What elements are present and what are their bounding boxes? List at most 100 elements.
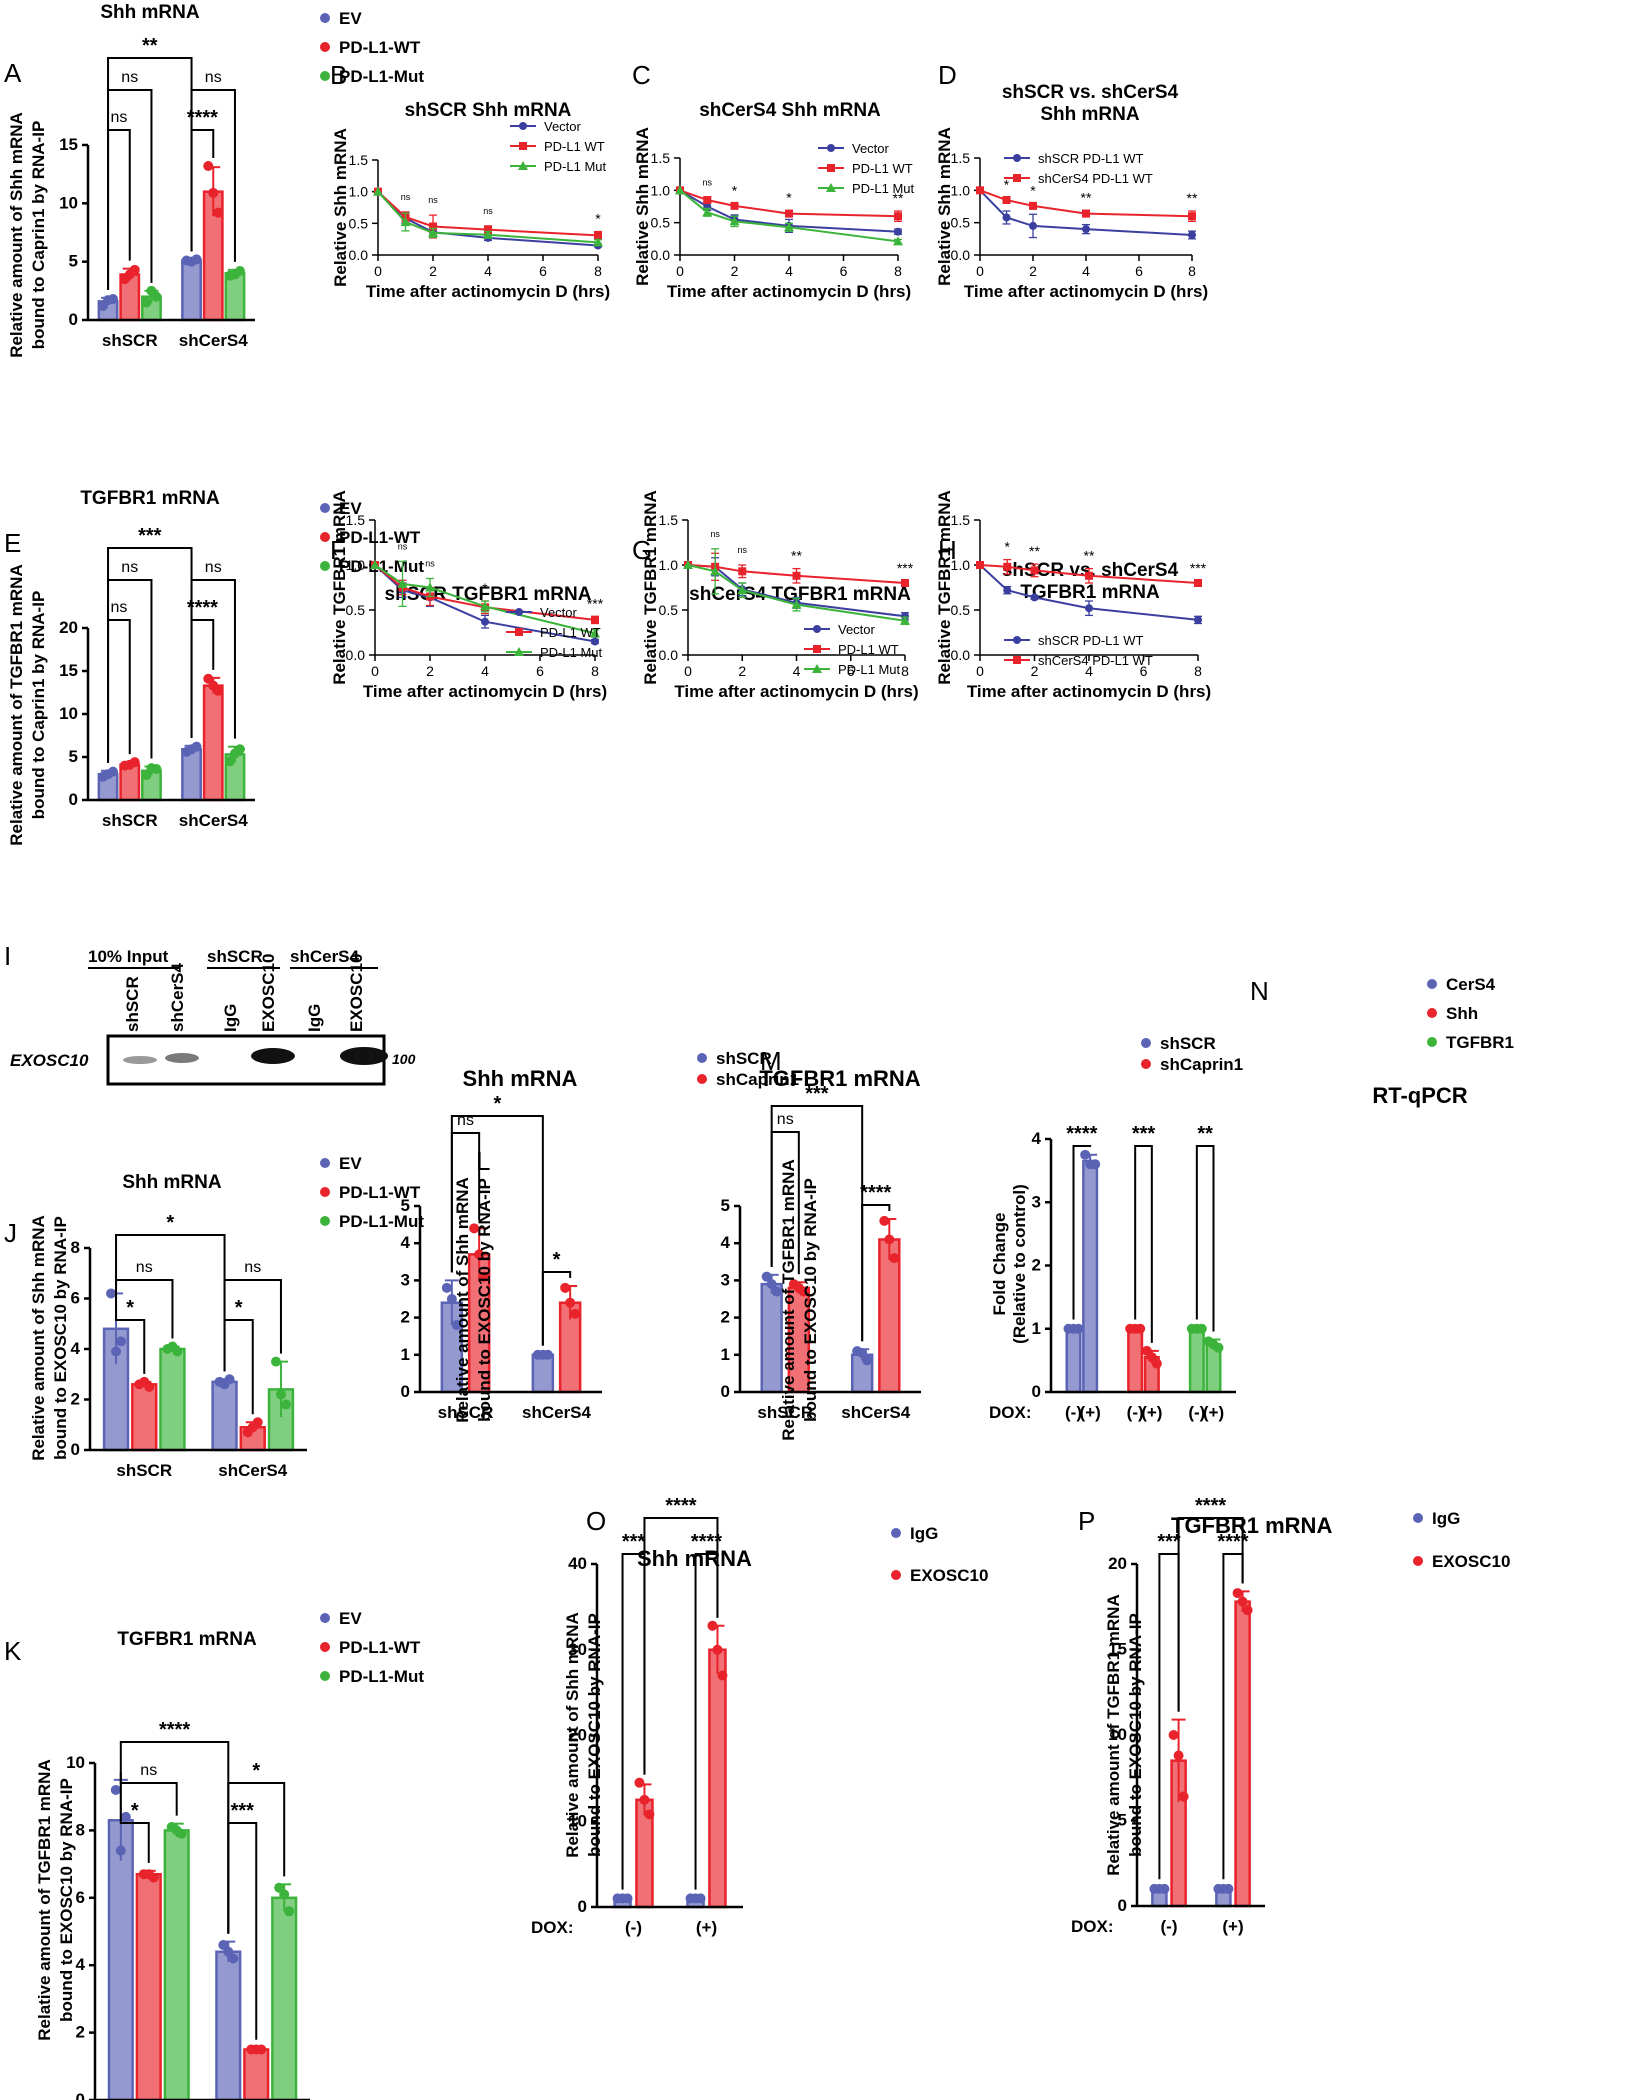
x-tick-label: 0 <box>976 263 984 279</box>
blot-group-label: shSCR <box>207 947 263 966</box>
bar <box>181 259 202 322</box>
data-point <box>1146 1352 1157 1363</box>
blot-band <box>251 1048 295 1064</box>
significance-label: ns <box>140 1762 157 1779</box>
legend-marker <box>812 664 822 673</box>
axis-prefix-label: DOX: <box>1071 1917 1114 1936</box>
data-point <box>270 1356 281 1367</box>
significance-label: **** <box>1217 1531 1248 1553</box>
legend-marker <box>320 71 330 81</box>
significance-label: ns <box>121 69 138 86</box>
chart-panel-O: O Shh mRNA 0 10 20 30 40 (-) (+) DOX: Relative amo… <box>531 1495 988 1937</box>
legend-marker <box>320 13 330 23</box>
panel-letter: N <box>1250 976 1269 1006</box>
y-axis-label: Relative Shh mRNA <box>633 127 652 286</box>
data-point <box>1085 1159 1096 1170</box>
significance-label: * <box>732 182 738 198</box>
legend-marker <box>826 183 836 192</box>
legend-marker <box>514 647 524 656</box>
y-tick-label: 1.5 <box>659 512 679 528</box>
y-tick-label: 30 <box>568 1640 587 1659</box>
data-point <box>1208 1339 1219 1350</box>
legend-label: shCaprin1 <box>1160 1055 1243 1074</box>
y-tick-label: 1.0 <box>951 182 971 198</box>
y-tick-label: 4 <box>71 1339 81 1358</box>
data-point <box>280 1399 291 1410</box>
blot-mw-label: 100 <box>392 1051 416 1067</box>
y-axis-label: Relative Shh mRNA <box>935 127 954 286</box>
data-point <box>474 1249 485 1260</box>
y-tick-label: 10 <box>59 193 78 212</box>
x-tick-label: (-) <box>1127 1403 1144 1422</box>
y-axis-label: Relative TGFBR1 mRNA <box>641 490 660 685</box>
x-tick-label: 8 <box>1194 663 1202 679</box>
data-point <box>785 209 793 218</box>
significance-label: * <box>1030 182 1036 198</box>
panel-letter: H <box>938 535 957 565</box>
significance-label: **** <box>1195 1495 1226 1517</box>
y-tick-label: 0 <box>578 1897 587 1916</box>
data-point <box>617 1893 628 1904</box>
y-tick-label: 2 <box>71 1390 80 1409</box>
data-point <box>894 227 902 236</box>
data-point <box>1029 221 1037 230</box>
x-axis-label: Time after actinomycin D (hrs) <box>964 282 1208 301</box>
legend-label: EV <box>339 1154 362 1173</box>
chart-title: RT-qPCR <box>1372 1083 1467 1108</box>
significance-label: * <box>595 211 601 227</box>
data-point <box>116 1336 127 1347</box>
y-tick-label: 0.5 <box>951 602 971 618</box>
data-point <box>103 769 114 780</box>
data-point <box>141 297 152 308</box>
x-tick-label: 0 <box>374 263 382 279</box>
x-tick-label: 8 <box>594 263 602 279</box>
data-point <box>223 1946 234 1957</box>
y-tick-label: 5 <box>1118 1811 1127 1830</box>
data-point <box>247 1422 258 1433</box>
data-point <box>976 186 984 195</box>
legend-label: EV <box>339 1609 362 1628</box>
y-tick-label: 0.5 <box>951 215 971 231</box>
data-point <box>784 222 794 232</box>
legend-label: shCerS4 PD-L1 WT <box>1038 653 1153 668</box>
blot-group-label: shCerS4 <box>290 947 360 966</box>
data-point <box>203 161 214 171</box>
x-tick-label: (-) <box>1188 1403 1205 1422</box>
data-point <box>703 196 712 205</box>
data-point <box>275 1389 286 1400</box>
significance-label: * <box>166 1212 174 1234</box>
data-point <box>1085 571 1093 580</box>
y-tick-label: 3 <box>1032 1192 1041 1211</box>
data-point <box>683 560 693 569</box>
legend-marker <box>891 1570 901 1580</box>
legend-label: PD-L1-Mut <box>339 1212 424 1231</box>
bar <box>1065 1327 1082 1394</box>
data-point <box>1003 562 1012 571</box>
y-tick-label: 4 <box>721 1233 731 1252</box>
y-axis-label: Relative amount of TGFBR1 mRNA <box>35 1759 54 2040</box>
significance-label: *** <box>1157 1531 1181 1553</box>
y-axis-label: Relative amount of Shh mRNA <box>29 1215 48 1461</box>
significance-label: *** <box>587 595 604 611</box>
chart-title: Shh mRNA <box>100 2 200 23</box>
data-point <box>591 615 599 624</box>
y-tick-label: 6 <box>71 1289 80 1308</box>
legend-label: shCerS4 PD-L1 WT <box>1038 171 1153 186</box>
panel-letter: I <box>4 941 11 971</box>
legend-marker <box>320 42 330 52</box>
y-tick-label: 1.0 <box>951 557 971 573</box>
data-point <box>1085 604 1093 613</box>
y-axis-label: Relative amount of TGFBR1 mRNA <box>7 564 26 845</box>
data-point <box>634 1777 645 1788</box>
data-point <box>1130 1323 1141 1334</box>
y-tick-label: 2 <box>76 2023 85 2042</box>
data-point <box>451 1320 462 1331</box>
significance-bracket <box>450 1115 544 1346</box>
legend-marker <box>697 1074 707 1084</box>
legend-marker <box>697 1053 707 1063</box>
x-tick-label: (+) <box>1080 1403 1101 1422</box>
significance-label: **** <box>187 107 218 129</box>
significance-label: ** <box>791 548 802 564</box>
chart-title: Shh mRNA <box>1040 104 1140 125</box>
